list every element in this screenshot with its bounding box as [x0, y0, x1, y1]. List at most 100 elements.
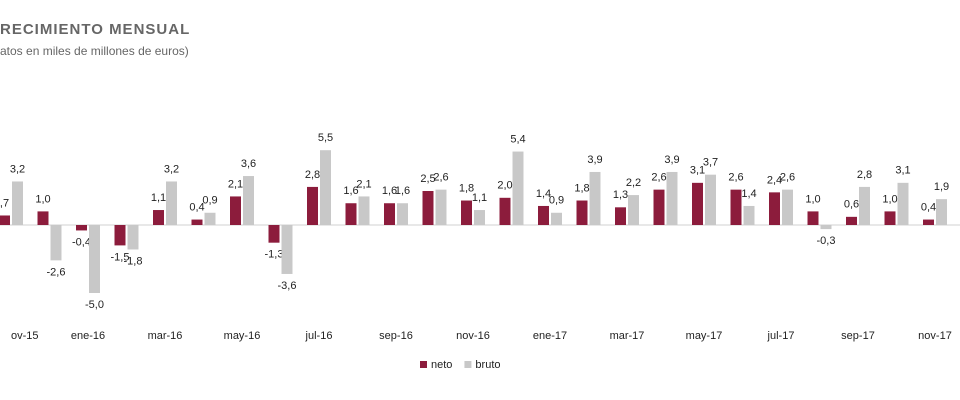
x-tick-label: nov-16	[456, 330, 490, 342]
bar	[705, 174, 716, 225]
value-label: 1,6	[395, 185, 410, 197]
bar	[37, 211, 49, 225]
value-label: 1,8	[574, 182, 589, 194]
x-tick-label: mar-16	[148, 330, 183, 342]
value-label: 3,7	[703, 157, 718, 169]
x-tick-label: sep-17	[841, 330, 875, 342]
bar	[76, 225, 87, 231]
bar	[50, 225, 62, 261]
value-label: 1,8	[459, 182, 474, 194]
value-label: 1,0	[805, 193, 820, 205]
value-label: 1,3	[613, 189, 628, 201]
value-label: -1,8	[124, 255, 143, 267]
value-label: -2,6	[47, 266, 66, 278]
bar	[307, 186, 318, 225]
x-tick-label: mar-17	[610, 330, 645, 342]
value-label: 2,5	[420, 173, 435, 185]
legend-label: bruto	[475, 359, 500, 371]
x-tick-label: ene-17	[533, 330, 567, 342]
value-label: 3,1	[895, 165, 910, 177]
value-label: 2,8	[857, 169, 872, 181]
value-label: 0,9	[202, 195, 217, 207]
value-label: -0,4	[72, 236, 91, 248]
value-label: 2,2	[626, 177, 641, 189]
value-label: 3,1	[690, 165, 705, 177]
bar	[422, 191, 434, 225]
bar	[692, 182, 703, 225]
value-label: 0,9	[549, 195, 564, 207]
value-label: -5,0	[85, 299, 104, 311]
value-label: 1,1	[472, 192, 487, 204]
bar	[243, 176, 254, 225]
value-label: 3,9	[587, 154, 602, 166]
value-label: 2,6	[651, 172, 666, 184]
value-label: 3,2	[10, 163, 25, 175]
bar	[859, 186, 870, 225]
bar	[281, 225, 293, 274]
bar	[820, 225, 832, 230]
value-label: 0,4	[921, 201, 936, 213]
value-label: -0,3	[817, 235, 836, 247]
value-label: 2,4	[767, 174, 782, 186]
value-label: 2,1	[356, 178, 371, 190]
bar	[576, 200, 588, 225]
bar	[730, 189, 742, 225]
chart-subtitle: atos en miles de millones de euros)	[0, 44, 189, 58]
bar	[204, 212, 216, 225]
value-label: -1,3	[265, 249, 284, 261]
bar	[397, 203, 408, 225]
x-tick-label: may-17	[686, 330, 723, 342]
bar	[230, 196, 241, 225]
bar	[782, 189, 793, 225]
bar	[897, 182, 909, 225]
x-tick-label: ene-16	[71, 330, 105, 342]
bar	[320, 150, 331, 225]
bar	[474, 210, 485, 225]
bar	[628, 195, 639, 225]
bar	[551, 212, 562, 225]
bar	[12, 181, 23, 225]
bar	[666, 171, 678, 225]
value-label: 1,9	[934, 181, 949, 193]
x-tick-label: ov-15	[11, 330, 39, 342]
value-label: 1,0	[35, 193, 50, 205]
value-label: 2,6	[780, 172, 795, 184]
value-label: 1,6	[343, 185, 358, 197]
value-label: 3,6	[241, 158, 256, 170]
value-label: 5,5	[318, 132, 333, 144]
value-label: 1,1	[151, 192, 166, 204]
bar	[653, 189, 665, 225]
bar	[769, 192, 780, 225]
bar	[268, 225, 280, 243]
x-tick-label: nov-17	[918, 330, 952, 342]
value-label: ,7	[0, 197, 9, 209]
bar	[936, 199, 947, 225]
value-label: 2,8	[305, 169, 320, 181]
bar	[358, 196, 370, 225]
bar	[191, 219, 203, 225]
bar	[153, 210, 164, 225]
bar	[589, 171, 601, 225]
value-label: 1,4	[741, 188, 756, 200]
bar	[743, 205, 755, 225]
bar	[0, 215, 10, 225]
value-label: 2,6	[433, 172, 448, 184]
bar	[615, 207, 626, 225]
legend-swatch	[420, 361, 427, 368]
bar	[807, 211, 819, 225]
chart-title: RECIMIENTO MENSUAL	[0, 21, 190, 38]
bar	[114, 225, 126, 246]
bar	[461, 200, 472, 225]
value-label: 1,4	[536, 188, 551, 200]
value-label: 0,6	[844, 199, 859, 211]
bar	[166, 181, 177, 225]
value-label: 2,6	[728, 172, 743, 184]
value-label: -3,6	[278, 280, 297, 292]
x-tick-label: jul-17	[767, 330, 795, 342]
x-tick-label: may-16	[224, 330, 261, 342]
bar	[884, 211, 896, 225]
value-label: -1,5	[111, 251, 130, 263]
value-label: 5,4	[510, 133, 525, 145]
